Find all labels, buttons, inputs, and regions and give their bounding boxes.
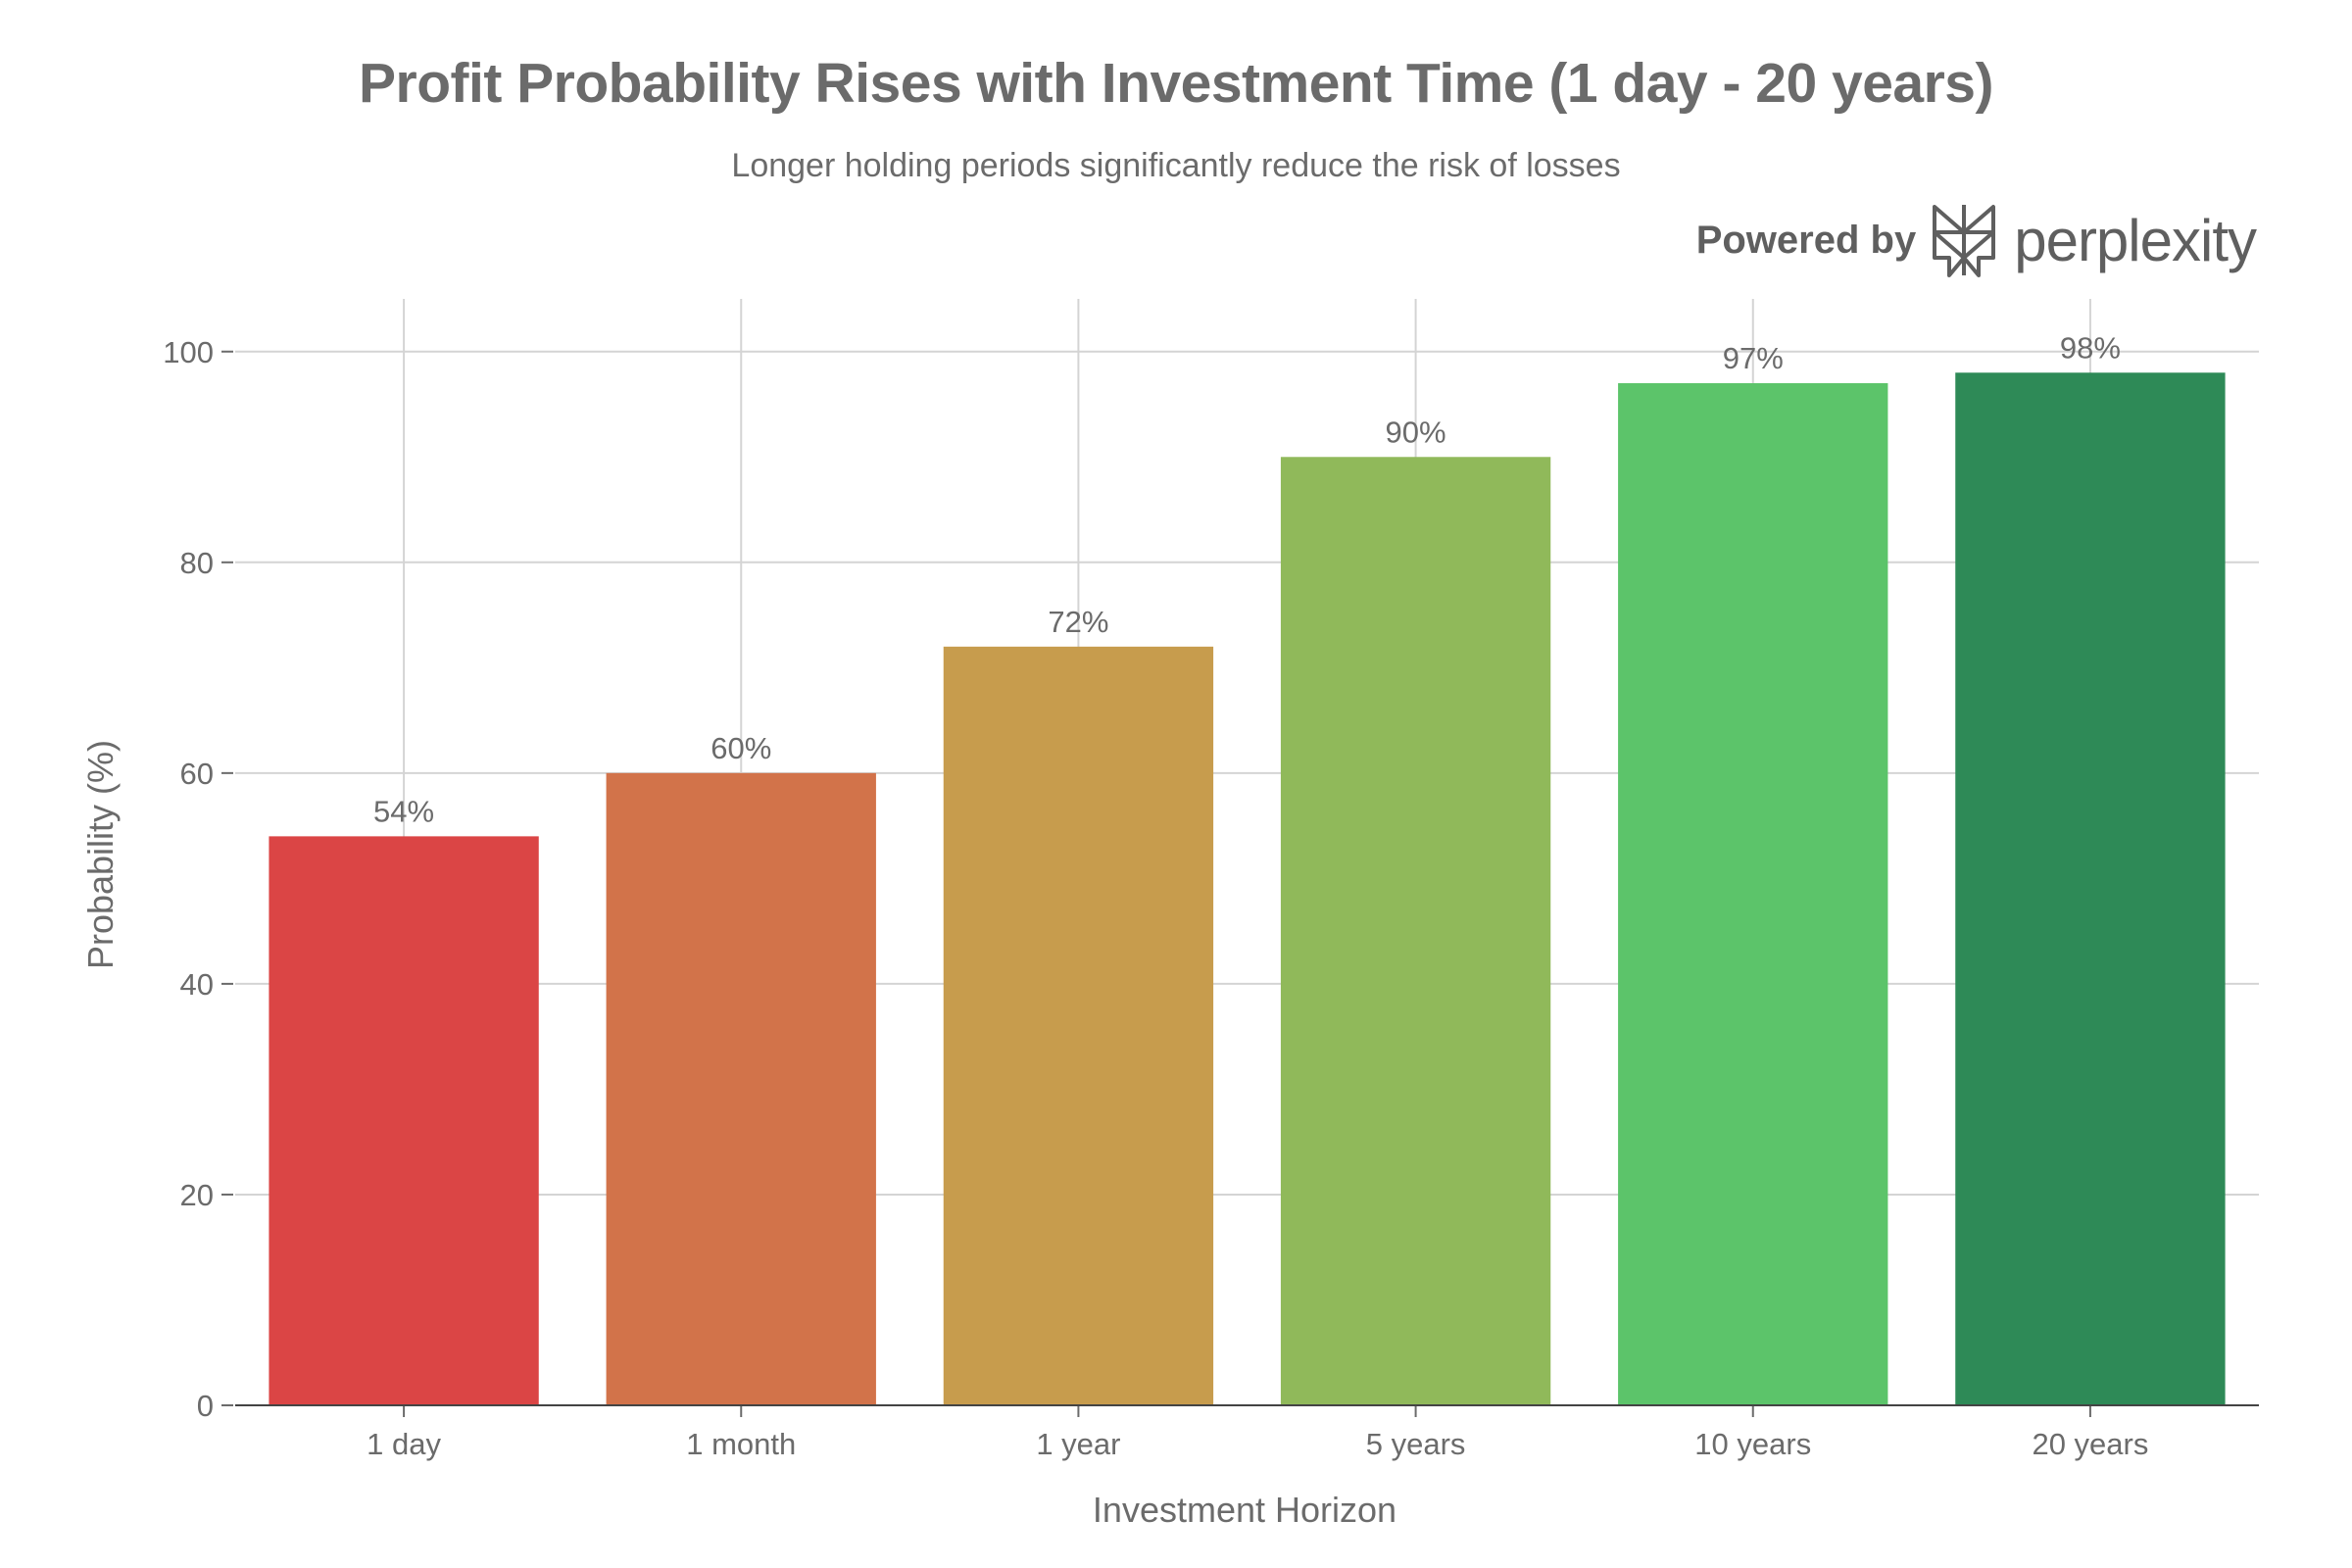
branding: Powered by perplexity [1695, 196, 2257, 284]
y-tick-label: 20 [180, 1178, 214, 1212]
bar-data-label: 98% [2060, 330, 2121, 365]
x-tick-label: 1 month [686, 1427, 796, 1461]
bar-5-years [1280, 457, 1551, 1405]
bar-20-years [1955, 372, 2226, 1406]
bar-data-label: 72% [1048, 605, 1108, 639]
x-tick-label: 1 day [367, 1427, 441, 1461]
axes-layer: 0 20 40 60 80 100 1 day 1 month 1 year 5 years 10 … [163, 335, 2259, 1461]
y-tick-label: 80 [180, 546, 214, 580]
bar-1-month [606, 772, 876, 1405]
chart-subtitle: Longer holding periods significantly red… [731, 147, 1621, 184]
bar-data-label: 54% [373, 794, 434, 828]
branding-prefix: Powered by [1695, 218, 1917, 262]
y-axis-title: Probability (%) [80, 740, 121, 969]
x-tick-label: 10 years [1694, 1427, 1811, 1461]
bar-data-label: 97% [1723, 341, 1784, 375]
perplexity-logo-icon [1933, 205, 1996, 277]
bar-data-label: 60% [710, 731, 771, 765]
x-tick-label: 20 years [2032, 1427, 2148, 1461]
bar-10-years [1618, 383, 1888, 1405]
bar-data-label: 90% [1386, 415, 1446, 449]
chart-title: Profit Probability Rises with Investment… [359, 52, 1993, 115]
bars-layer: 54% 60% 72% 90% 97% 98% [269, 330, 2226, 1406]
bar-1-day [269, 836, 539, 1405]
x-tick-label: 5 years [1366, 1427, 1466, 1461]
y-tick-label: 0 [197, 1389, 214, 1423]
y-tick-label: 60 [180, 757, 214, 791]
branding-name: perplexity [2014, 207, 2257, 273]
x-axis-title: Investment Horizon [1093, 1490, 1396, 1530]
bar-1-year [943, 646, 1214, 1405]
y-tick-label: 100 [163, 335, 214, 369]
x-tick-label: 1 year [1036, 1427, 1120, 1461]
y-tick-label: 40 [180, 967, 214, 1002]
